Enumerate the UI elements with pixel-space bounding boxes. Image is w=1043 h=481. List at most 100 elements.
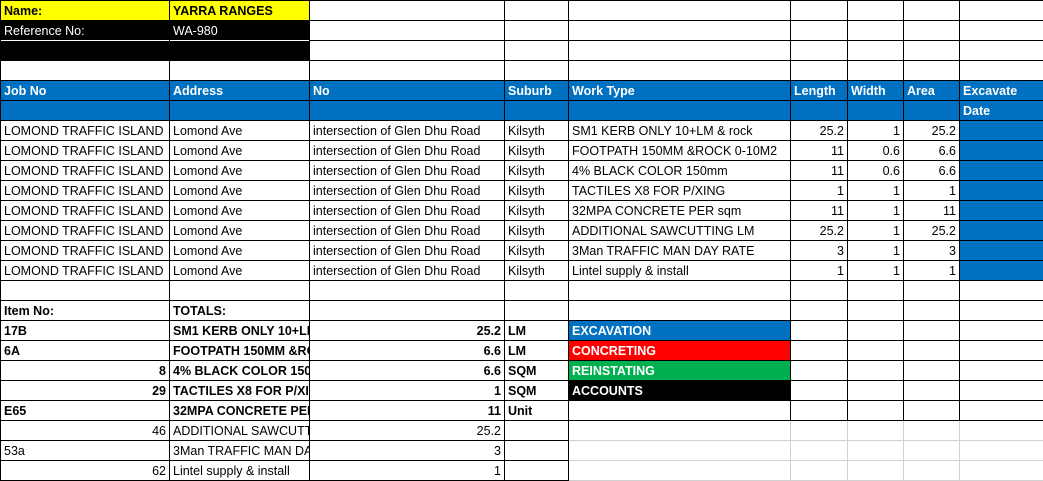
item-no-cell[interactable]: 17B (0, 320, 170, 341)
address-cell[interactable]: Lomond Ave (169, 180, 310, 201)
empty-cell[interactable] (169, 40, 310, 61)
legend-reinstating[interactable]: REINSTATING (568, 360, 791, 381)
no-cell[interactable]: intersection of Glen Dhu Road (309, 240, 505, 261)
total-desc-cell[interactable]: ADDITIONAL SAWCUTTING LM (169, 420, 310, 441)
job-no-cell[interactable]: LOMOND TRAFFIC ISLAND (0, 220, 170, 241)
empty-cell[interactable] (847, 320, 904, 341)
total-value-cell[interactable]: 1 (309, 380, 505, 401)
legend-accounts[interactable]: ACCOUNTS (568, 380, 791, 401)
total-value-cell[interactable]: 11 (309, 400, 505, 421)
unit-cell[interactable] (504, 460, 569, 481)
area-cell[interactable]: 6.6 (903, 140, 960, 161)
no-cell[interactable]: intersection of Glen Dhu Road (309, 220, 505, 241)
excavate-date-cell[interactable] (959, 180, 1043, 201)
empty-cell[interactable] (959, 0, 1043, 21)
excavate-date-cell[interactable] (959, 140, 1043, 161)
empty-cell[interactable] (903, 320, 960, 341)
item-no-cell[interactable]: E65 (0, 400, 170, 421)
empty-cell[interactable] (790, 0, 848, 21)
item-no-label[interactable]: Item No: (0, 300, 170, 321)
item-no-cell[interactable]: 62 (0, 460, 170, 481)
unit-cell[interactable]: SQM (504, 360, 569, 381)
length-cell[interactable]: 1 (790, 260, 848, 281)
job-no-cell[interactable]: LOMOND TRAFFIC ISLAND (0, 140, 170, 161)
address-cell[interactable]: Lomond Ave (169, 240, 310, 261)
empty-cell[interactable] (504, 280, 569, 301)
item-no-cell[interactable]: 53a (0, 440, 170, 461)
address-cell[interactable]: Lomond Ave (169, 260, 310, 281)
empty-cell[interactable] (959, 460, 1043, 481)
empty-cell[interactable] (903, 0, 960, 21)
empty-cell[interactable] (847, 40, 904, 61)
width-cell[interactable]: 0.6 (847, 160, 904, 181)
width-cell[interactable]: 1 (847, 260, 904, 281)
unit-cell[interactable]: LM (504, 340, 569, 361)
empty-cell[interactable] (309, 280, 505, 301)
empty-cell[interactable] (309, 0, 505, 21)
empty-cell[interactable] (959, 40, 1043, 61)
empty-cell[interactable] (959, 300, 1043, 321)
excavate-date-cell[interactable] (959, 240, 1043, 261)
empty-cell[interactable] (903, 40, 960, 61)
empty-cell[interactable] (847, 0, 904, 21)
column-header[interactable]: Excavate (959, 80, 1043, 101)
empty-cell[interactable] (504, 300, 569, 321)
empty-cell[interactable] (169, 60, 310, 81)
empty-cell[interactable] (568, 300, 791, 321)
length-cell[interactable]: 25.2 (790, 220, 848, 241)
no-cell[interactable]: intersection of Glen Dhu Road (309, 140, 505, 161)
width-cell[interactable]: 1 (847, 240, 904, 261)
job-no-cell[interactable]: LOMOND TRAFFIC ISLAND (0, 180, 170, 201)
empty-cell[interactable] (847, 60, 904, 81)
excavate-date-cell[interactable] (959, 260, 1043, 281)
empty-cell[interactable] (903, 400, 960, 421)
total-value-cell[interactable]: 1 (309, 460, 505, 481)
job-no-cell[interactable]: LOMOND TRAFFIC ISLAND (0, 260, 170, 281)
area-cell[interactable]: 1 (903, 180, 960, 201)
empty-cell[interactable] (790, 280, 848, 301)
column-header[interactable]: Area (903, 80, 960, 101)
total-desc-cell[interactable]: 3Man TRAFFIC MAN DAY RATE (169, 440, 310, 461)
suburb-cell[interactable]: Kilsyth (504, 260, 569, 281)
empty-cell[interactable] (903, 60, 960, 81)
unit-cell[interactable] (504, 440, 569, 461)
job-no-cell[interactable]: LOMOND TRAFFIC ISLAND (0, 120, 170, 141)
empty-cell[interactable] (847, 380, 904, 401)
excavate-date-cell[interactable] (959, 200, 1043, 221)
empty-cell[interactable] (847, 440, 904, 461)
excavate-date-cell[interactable] (959, 220, 1043, 241)
item-no-cell[interactable]: 6A (0, 340, 170, 361)
empty-cell[interactable] (0, 60, 170, 81)
total-value-cell[interactable]: 25.2 (309, 420, 505, 441)
total-value-cell[interactable]: 6.6 (309, 340, 505, 361)
empty-cell[interactable] (0, 100, 170, 121)
empty-cell[interactable] (959, 340, 1043, 361)
area-cell[interactable]: 25.2 (903, 220, 960, 241)
work-type-cell[interactable]: 4% BLACK COLOR 150mm (568, 160, 791, 181)
column-header-date[interactable]: Date (959, 100, 1043, 121)
column-header[interactable]: Work Type (568, 80, 791, 101)
no-cell[interactable]: intersection of Glen Dhu Road (309, 180, 505, 201)
empty-cell[interactable] (790, 460, 848, 481)
empty-cell[interactable] (903, 440, 960, 461)
column-header[interactable]: Length (790, 80, 848, 101)
empty-cell[interactable] (959, 280, 1043, 301)
empty-cell[interactable] (568, 40, 791, 61)
unit-cell[interactable]: SQM (504, 380, 569, 401)
empty-cell[interactable] (847, 460, 904, 481)
empty-cell[interactable] (309, 300, 505, 321)
total-desc-cell[interactable]: SM1 KERB ONLY 10+LM & rock (169, 320, 310, 341)
empty-cell[interactable] (568, 440, 791, 461)
length-cell[interactable]: 11 (790, 140, 848, 161)
area-cell[interactable]: 25.2 (903, 120, 960, 141)
width-cell[interactable]: 1 (847, 220, 904, 241)
unit-cell[interactable]: LM (504, 320, 569, 341)
suburb-cell[interactable]: Kilsyth (504, 220, 569, 241)
empty-cell[interactable] (0, 40, 170, 61)
excavate-date-cell[interactable] (959, 120, 1043, 141)
empty-cell[interactable] (790, 60, 848, 81)
length-cell[interactable]: 11 (790, 200, 848, 221)
suburb-cell[interactable]: Kilsyth (504, 120, 569, 141)
address-cell[interactable]: Lomond Ave (169, 160, 310, 181)
empty-cell[interactable] (790, 420, 848, 441)
